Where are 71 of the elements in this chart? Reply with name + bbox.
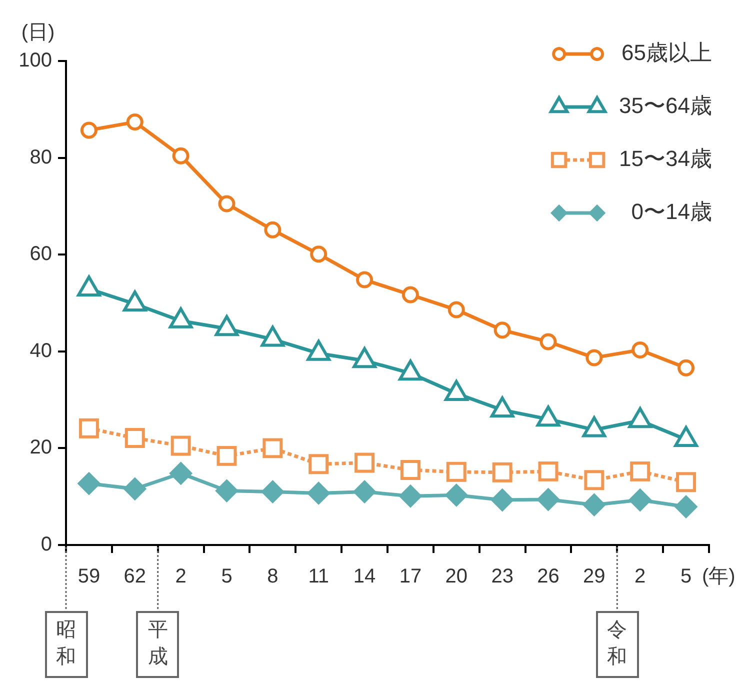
point [80, 122, 98, 139]
y-tick-label: 60 [30, 243, 52, 266]
point [678, 359, 695, 376]
point [124, 428, 145, 448]
y-axis-title: (日) [21, 22, 55, 44]
x-tick-label: 20 [445, 566, 468, 588]
x-tick-label: 2 [175, 566, 186, 588]
point [261, 480, 284, 504]
y-tick-label: 0 [40, 534, 52, 556]
x-tick-label: 5 [221, 566, 232, 588]
point [78, 418, 99, 438]
point [402, 286, 419, 304]
point [586, 349, 603, 366]
point [582, 493, 606, 516]
legend-label: 35〜64歳 [619, 93, 712, 118]
point [540, 333, 557, 350]
y-tick-label: 80 [30, 146, 52, 168]
point [448, 301, 465, 318]
y-tick-label: 20 [30, 436, 52, 459]
point [584, 470, 604, 490]
y-tick-label: 100 [18, 50, 52, 72]
point [632, 341, 649, 358]
point [536, 488, 560, 512]
point [538, 461, 558, 482]
point [77, 472, 100, 496]
point [123, 477, 146, 500]
point [628, 488, 652, 512]
point [490, 488, 514, 512]
legend-label: 0〜14歳 [631, 199, 712, 224]
y-tick-label: 40 [30, 340, 52, 362]
x-tick-label: 14 [353, 566, 376, 588]
point [215, 479, 238, 502]
point [356, 271, 374, 288]
x-tick-label: 23 [491, 566, 514, 588]
point [354, 452, 375, 473]
text: 昭和 [56, 618, 76, 670]
point [630, 461, 650, 482]
point [172, 147, 190, 164]
x-tick-label: 26 [537, 566, 560, 588]
text: 平成 [148, 618, 168, 670]
point [169, 462, 192, 485]
point [492, 462, 512, 482]
x-tick-label: 5 [680, 566, 692, 588]
x-tick-label: 2 [634, 566, 646, 588]
x-tick-label: 59 [78, 566, 100, 588]
x-tick-label: 17 [399, 566, 422, 588]
legend-label: 65歳以上 [622, 40, 712, 66]
x-tick-label: 62 [124, 566, 146, 588]
point [218, 195, 236, 212]
point [674, 495, 698, 518]
point [170, 436, 191, 456]
point [262, 438, 283, 458]
point [310, 246, 328, 263]
point [307, 482, 330, 505]
point [398, 484, 422, 508]
x-axis-title: (年) [702, 566, 736, 588]
point [353, 480, 376, 504]
point [444, 484, 468, 507]
x-tick-label: 29 [583, 566, 606, 588]
text: 令和 [607, 618, 628, 670]
legend-label: 15〜34歳 [619, 146, 712, 172]
x-tick-label: 11 [308, 566, 329, 588]
x-tick-label: 8 [267, 566, 278, 588]
point [446, 462, 466, 482]
point [216, 446, 237, 466]
point [494, 322, 511, 339]
point [308, 454, 329, 474]
point [400, 460, 420, 480]
point [676, 472, 696, 492]
point [264, 221, 282, 238]
point [126, 113, 144, 130]
